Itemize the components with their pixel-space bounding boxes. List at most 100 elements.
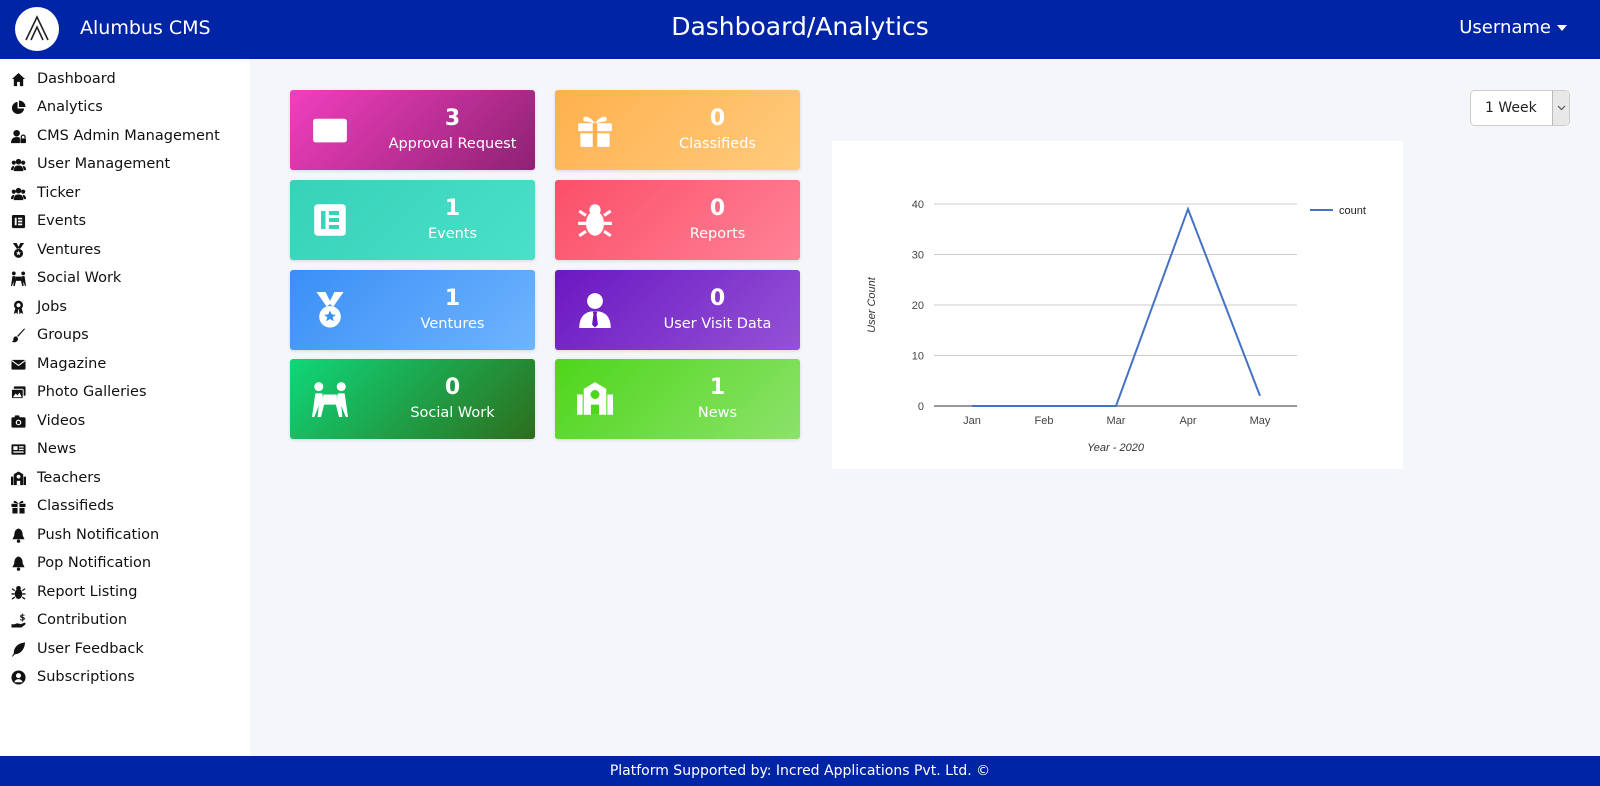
hand-holding-usd-icon: $ [0,613,37,628]
time-range-select[interactable]: 1 Week [1470,90,1570,126]
stat-card-label: Social Work [410,405,495,421]
bell-icon [0,555,37,571]
username-label: Username [1459,17,1551,38]
y-tick-label: 10 [912,351,924,363]
sidebar-item-news[interactable]: News [0,435,250,463]
stat-card-value: 1 [444,286,461,311]
sidebar-item-user-management[interactable]: User Management [0,150,250,178]
sidebar-item-events[interactable]: Events [0,207,250,235]
y-axis-title: User Count [866,276,878,333]
stat-card-approval-request[interactable]: 3 Approval Request [290,90,535,170]
stat-card-value: 1 [444,196,461,221]
stat-card-classifieds[interactable]: 0 Classifieds [555,90,800,170]
stat-card-value: 0 [709,106,726,131]
user-tie-icon [577,292,613,328]
stat-card-value: 1 [709,375,726,400]
pie-chart-icon [0,99,37,115]
sidebar-item-label: User Feedback [37,641,144,657]
images-icon [0,385,37,400]
sidebar-item-label: News [37,441,77,457]
sidebar-item-pop-notification[interactable]: Pop Notification [0,549,250,577]
medal-icon [0,242,37,258]
stat-card-reports[interactable]: 0 Reports [555,180,800,260]
envelope-icon [0,357,37,372]
svg-text:$: $ [19,613,25,623]
gift-icon [577,112,613,148]
sidebar-item-label: Ventures [37,242,101,258]
sidebar-item-label: Contribution [37,612,128,628]
y-tick-label: 0 [918,401,924,413]
x-tick-label: Jan [963,415,981,427]
sidebar-item-ventures[interactable]: Ventures [0,236,250,264]
sidebar-item-push-notification[interactable]: Push Notification [0,521,250,549]
sidebar-item-analytics[interactable]: Analytics [0,93,250,121]
sidebar-item-cms-admin-management[interactable]: CMS Admin Management [0,122,250,150]
caret-down-icon [1557,24,1567,31]
award-icon [0,300,37,315]
time-range-value: 1 Week [1485,100,1537,116]
sidebar-item-label: Events [37,213,87,229]
sidebar-item-label: Report Listing [37,584,138,600]
sidebar-item-ticker[interactable]: Ticker [0,179,250,207]
user-circle-icon [0,669,37,685]
sidebar-item-user-feedback[interactable]: User Feedback [0,635,250,663]
sidebar-item-label: Classifieds [37,498,114,514]
sidebar-item-classifieds[interactable]: Classifieds [0,492,250,520]
bug-icon [577,202,613,238]
bell-icon [0,527,37,543]
sidebar-item-label: Jobs [37,299,67,315]
user-count-chart: 0 10 20 30 40 Jan Feb Mar Apr May Year - 2020 User … [832,141,1403,469]
sidebar-item-jobs[interactable]: Jobs [0,293,250,321]
x-tick-label: Apr [1179,415,1196,427]
stat-card-label: News [697,405,738,421]
sidebar-item-photo-galleries[interactable]: Photo Galleries [0,378,250,406]
chevron-down-icon[interactable] [1552,91,1569,125]
sidebar-item-subscriptions[interactable]: Subscriptions [0,663,250,691]
brand-logo[interactable] [15,7,59,51]
y-tick-label: 30 [912,250,924,262]
newspaper-icon [0,442,37,457]
sidebar-item-magazine[interactable]: Magazine [0,350,250,378]
stat-card-ventures[interactable]: 1 Ventures [290,270,535,350]
sidebar-item-label: Photo Galleries [37,384,147,400]
stat-card-events[interactable]: 1 Events [290,180,535,260]
footer: Platform Supported by: Incred Applicatio… [0,756,1600,786]
sidebar-item-label: Magazine [37,356,107,372]
sidebar: Dashboard Analytics CMS Admin Management Us… [0,59,250,756]
stat-card-social-work[interactable]: 0 Social Work [290,359,535,439]
sidebar-item-social-work[interactable]: Social Work [0,264,250,292]
user-menu-dropdown[interactable]: Username [1459,17,1567,38]
sidebar-item-dashboard[interactable]: Dashboard [0,65,250,93]
stat-card-label: Events [427,226,478,242]
x-axis-title: Year - 2020 [1087,442,1145,454]
page-title: Dashboard/Analytics [671,12,929,41]
sidebar-item-contribution[interactable]: $ Contribution [0,606,250,634]
sidebar-item-label: User Management [37,156,171,172]
school-icon [0,470,37,486]
stat-card-label: User Visit Data [663,316,772,332]
stat-card-value: 3 [444,106,461,131]
feather-icon [0,641,37,657]
top-navbar: Alumbus CMS Dashboard/Analytics Username [0,0,1600,59]
sidebar-item-groups[interactable]: Groups [0,321,250,349]
series-line-count [972,206,1261,407]
brand-name: Alumbus CMS [80,17,211,39]
envelope-icon [312,112,348,148]
stat-card-label: Reports [689,226,746,242]
sidebar-item-teachers[interactable]: Teachers [0,464,250,492]
sidebar-item-report-listing[interactable]: Report Listing [0,578,250,606]
paint-brush-icon [0,327,37,343]
people-carry-icon [0,270,37,286]
camera-icon [0,414,37,429]
stat-card-user-visit-data[interactable]: 0 User Visit Data [555,270,800,350]
home-icon [0,72,37,87]
school-icon [577,381,613,417]
sidebar-item-label: Dashboard [37,71,116,87]
elementor-icon [0,214,37,229]
stat-card-news[interactable]: 1 News [555,359,800,439]
sidebar-item-videos[interactable]: Videos [0,407,250,435]
users-icon [0,157,37,172]
x-tick-label: Feb [1035,415,1054,427]
user-lock-icon [0,129,37,144]
stat-card-label: Approval Request [388,136,517,152]
